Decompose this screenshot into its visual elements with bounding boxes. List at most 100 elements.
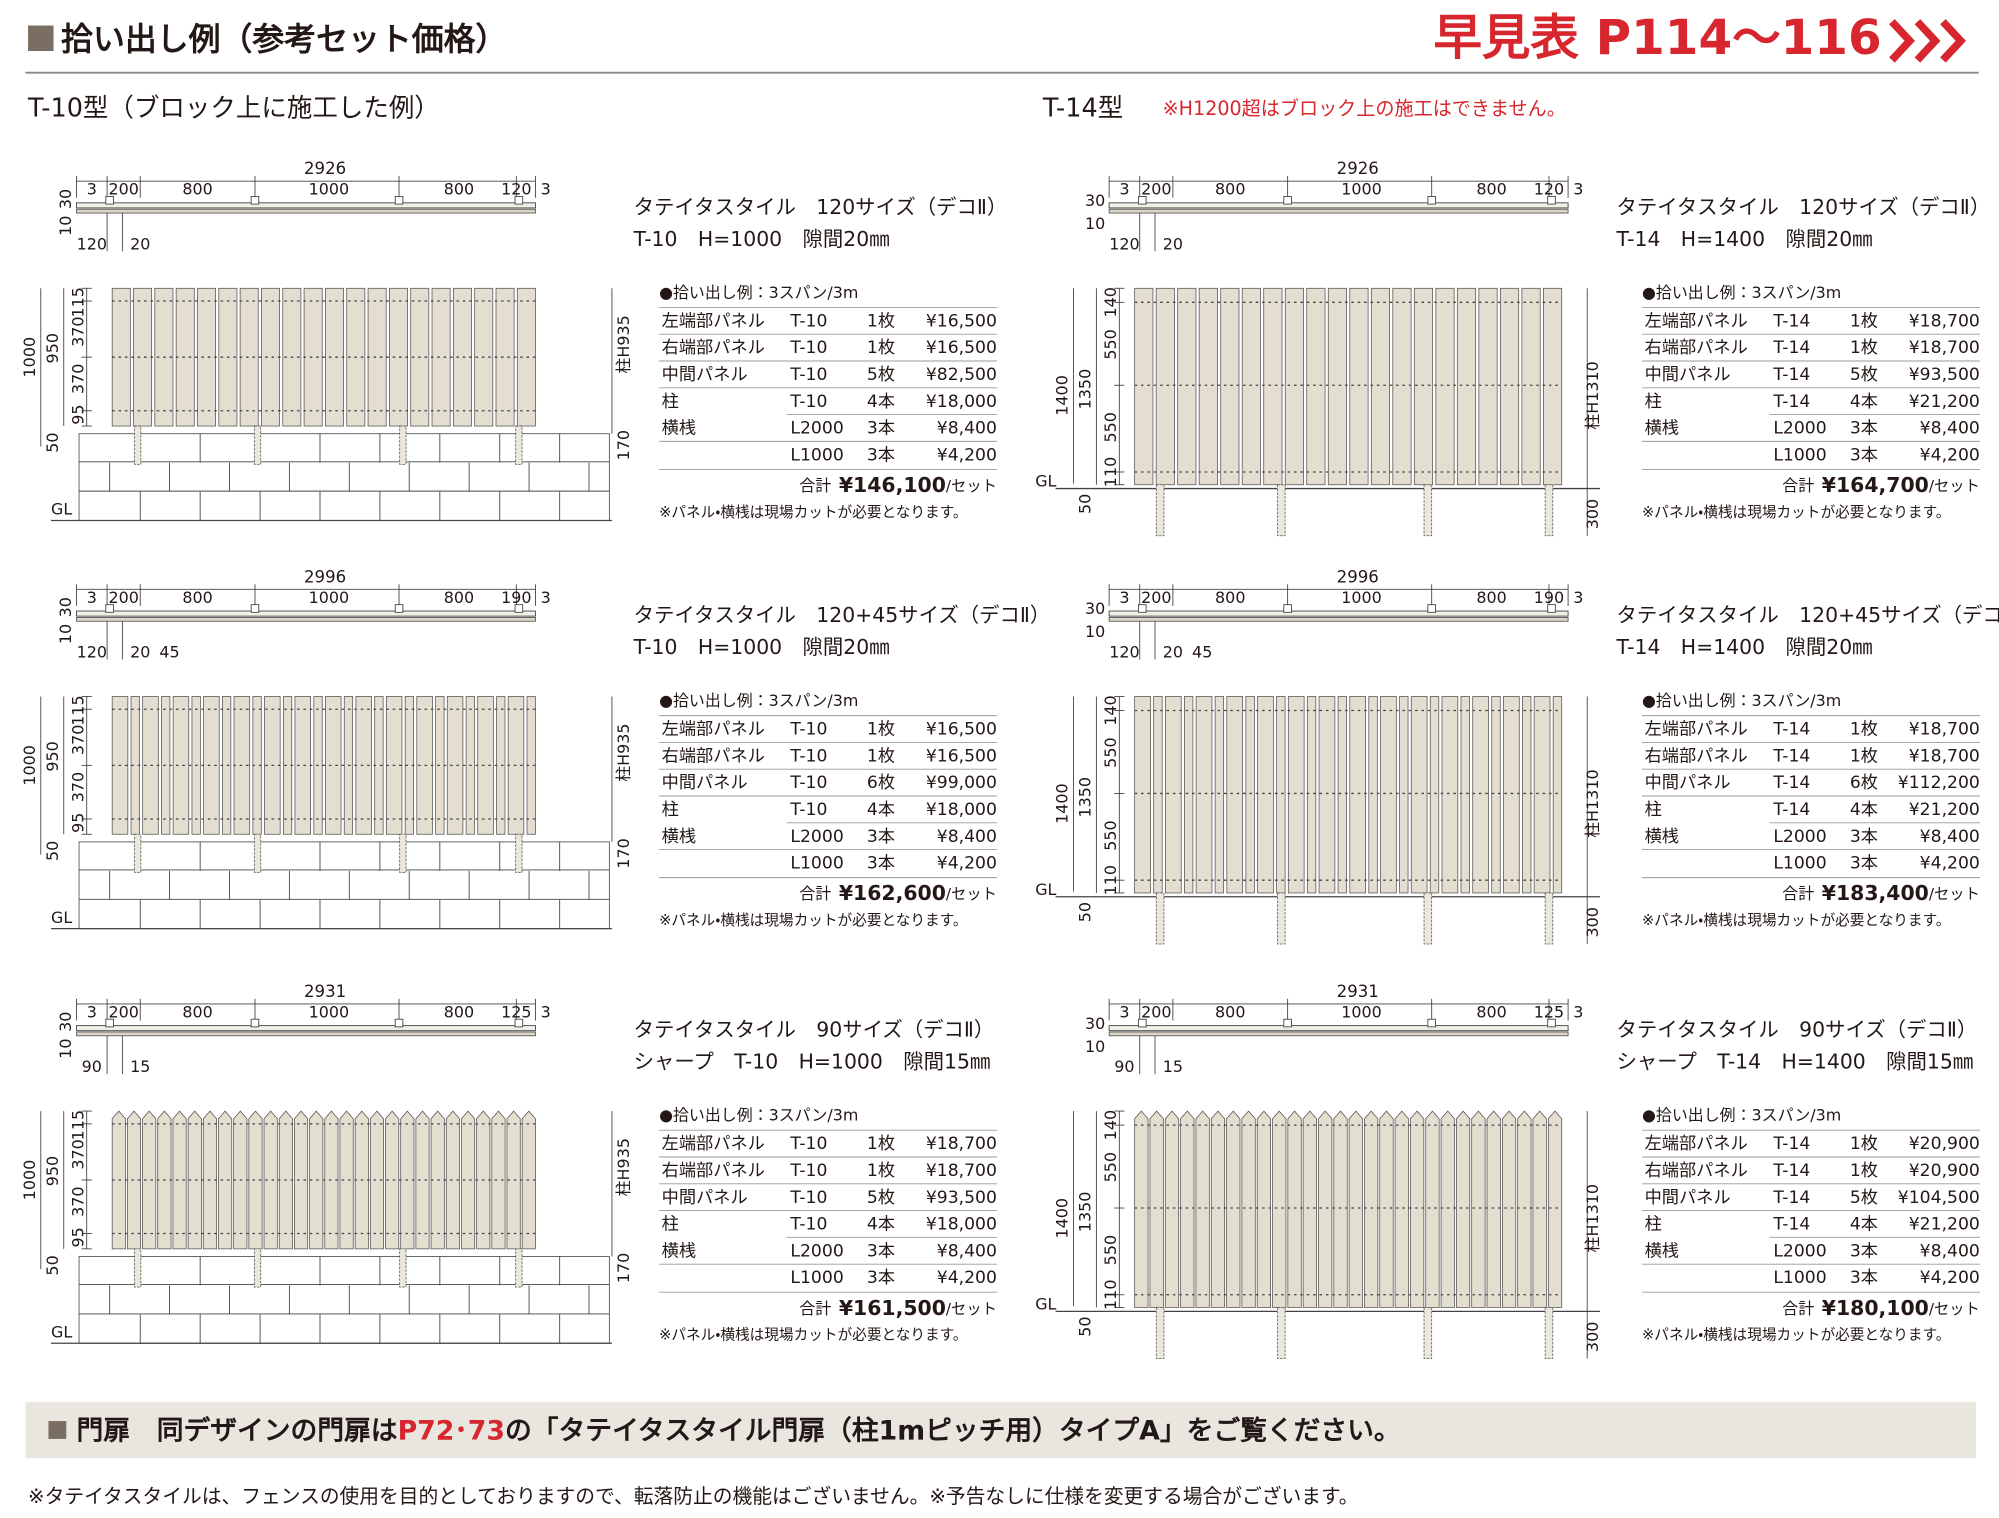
label: ¥93,500: [926, 1188, 997, 1208]
dimension-label: 50: [43, 433, 62, 453]
label: 2996: [304, 567, 346, 586]
dimension-label: 10: [56, 1038, 75, 1058]
fence-board: [1410, 696, 1428, 894]
post: [134, 833, 142, 873]
label: 800: [1476, 588, 1506, 607]
fence-board: [1337, 696, 1347, 894]
label: ¥112,200: [1898, 773, 1980, 793]
label: 2931: [1337, 982, 1379, 1001]
label: 1枚: [867, 720, 895, 740]
label: 柱: [662, 392, 679, 412]
label: 5枚: [867, 365, 895, 385]
dimension-label: 370: [69, 1186, 88, 1216]
plan-post: [514, 196, 524, 205]
fence-board: [1318, 1110, 1333, 1308]
fence-board: [222, 696, 232, 835]
fence-board: [1435, 287, 1455, 486]
fence-board: [1552, 696, 1563, 894]
fence-board: [1198, 287, 1218, 486]
total-amount: ¥183,400: [1822, 881, 1929, 905]
label: 3本: [867, 827, 895, 847]
label: タテイタスタイル 120+45サイズ（デコⅡ）: [1617, 603, 1999, 627]
label: 15: [1163, 1057, 1183, 1076]
dimension-label: 1000: [20, 337, 39, 378]
dimension-label: 50: [1076, 494, 1095, 514]
fence-board: [1547, 1110, 1563, 1308]
label: 3本: [867, 419, 895, 439]
label: 800: [182, 180, 212, 199]
fence-board: [495, 287, 515, 427]
label: 3: [541, 588, 551, 607]
label: 4本: [867, 392, 895, 412]
label: ¥18,700: [1909, 746, 1980, 766]
fence-board: [133, 287, 153, 427]
label: 1枚: [1850, 338, 1878, 358]
fence-board: [1394, 1110, 1409, 1308]
label: 200: [108, 1002, 138, 1021]
label: 6枚: [867, 773, 895, 793]
label: 3: [1119, 1002, 1129, 1021]
dimension-label: 柱H1310: [1583, 361, 1602, 430]
label: 横桟: [662, 419, 696, 439]
label: 左端部パネル: [1645, 720, 1748, 740]
fence-board: [187, 1110, 202, 1250]
fence-board: [445, 1110, 460, 1250]
label: 120: [501, 180, 531, 199]
label: 左端部パネル: [1645, 1134, 1748, 1154]
label: T-10 H=1000 隙間20㎜: [633, 635, 890, 659]
post: [1544, 892, 1554, 945]
label: 800: [444, 180, 474, 199]
total-unit: /セット: [946, 477, 997, 495]
label: 中間パネル: [662, 365, 748, 385]
label: 3: [87, 588, 97, 607]
dimension-label: 300: [1583, 499, 1602, 529]
label: ¥18,000: [926, 392, 997, 412]
label: 3: [541, 1002, 551, 1021]
fence-board: [435, 696, 445, 835]
label: 1枚: [1850, 1134, 1878, 1154]
label: 中間パネル: [662, 1188, 748, 1208]
label: ¥82,500: [926, 365, 997, 385]
quick-reference: 早見表 P114～116: [1434, 10, 1882, 66]
banner-part: の「タテイタスタイル門扉（柱1mピッチ用）タイプA」をご覧ください。: [505, 1414, 1401, 1446]
label: L2000: [790, 419, 843, 439]
fence-board: [1210, 1110, 1226, 1308]
label: L1000: [790, 445, 843, 465]
dimension-label: 1350: [1076, 1192, 1095, 1233]
label: 800: [1215, 1002, 1245, 1021]
plan-post: [1138, 604, 1147, 613]
plan-post: [1283, 604, 1292, 613]
label: 120: [77, 234, 107, 253]
total-unit: /セット: [1929, 885, 1980, 903]
plan-post: [514, 604, 524, 613]
fence-board: [1543, 287, 1563, 486]
label: 125: [501, 1002, 531, 1021]
label: 2996: [1337, 567, 1379, 586]
column-note: ※H1200超はブロック上の施工はできません。: [1163, 97, 1566, 120]
label: 右端部パネル: [662, 1161, 765, 1181]
fence-board: [1155, 287, 1175, 486]
total-unit: /セット: [1929, 1299, 1980, 1317]
label: GL: [51, 908, 72, 927]
dimension-label: 95: [69, 404, 88, 424]
label: ¥8,400: [937, 419, 997, 439]
dimension-label: 370: [69, 772, 88, 802]
fence-board: [218, 1110, 233, 1250]
fence-board: [431, 287, 451, 427]
fence-board: [1318, 696, 1336, 894]
dimension-label: 950: [43, 1156, 62, 1186]
label: 800: [444, 588, 474, 607]
fence-board: [1287, 1110, 1302, 1308]
dimension-label: 50: [1076, 902, 1095, 922]
fence-board: [1306, 287, 1326, 486]
plan-post: [1283, 1018, 1292, 1028]
set-total: 合計 ¥161,500/セット: [799, 1296, 997, 1320]
label: L1000: [1773, 854, 1826, 874]
label: ¥99,000: [926, 773, 997, 793]
label: T-10: [789, 746, 827, 766]
label: 1枚: [867, 746, 895, 766]
label: シャープ T-10 H=1000 隙間15㎜: [634, 1050, 991, 1074]
dimension-label: 140: [1101, 287, 1120, 317]
fence-board: [367, 287, 387, 427]
